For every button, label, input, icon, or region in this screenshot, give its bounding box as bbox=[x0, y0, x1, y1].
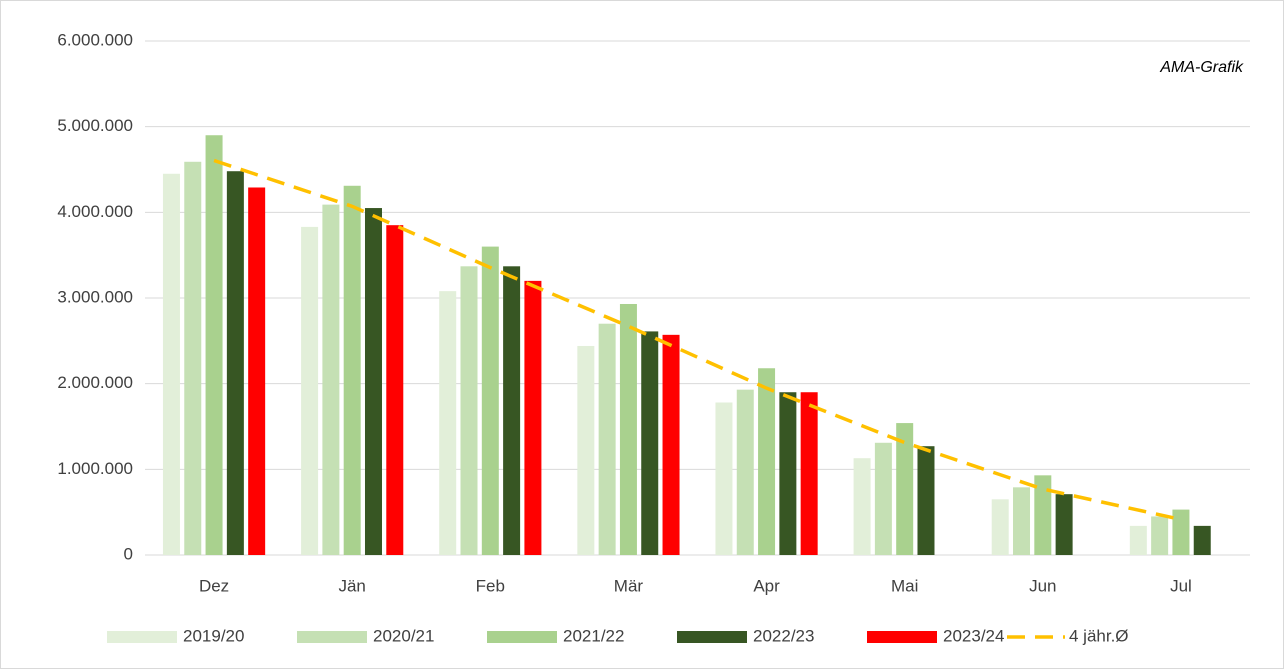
bar bbox=[386, 225, 404, 555]
bar bbox=[896, 423, 914, 555]
bar bbox=[364, 208, 382, 556]
bar bbox=[205, 135, 223, 555]
x-tick-label: Mär bbox=[614, 576, 644, 595]
bar bbox=[226, 171, 244, 556]
x-tick-label: Jul bbox=[1170, 576, 1192, 595]
bar bbox=[1055, 494, 1073, 555]
y-tick-label: 1.000.000 bbox=[57, 459, 133, 478]
y-tick-label: 4.000.000 bbox=[57, 202, 133, 221]
legend-label: 2022/23 bbox=[753, 626, 814, 645]
x-tick-label: Jun bbox=[1029, 576, 1056, 595]
bar bbox=[1129, 525, 1147, 555]
y-tick-label: 3.000.000 bbox=[57, 287, 133, 306]
x-tick-label: Apr bbox=[753, 576, 780, 595]
bar bbox=[736, 389, 754, 555]
bar bbox=[598, 323, 616, 555]
x-tick-label: Dez bbox=[199, 576, 229, 595]
bar bbox=[1013, 487, 1031, 555]
annotation: AMA-Grafik bbox=[1159, 59, 1244, 76]
average-line bbox=[213, 158, 1182, 522]
bar bbox=[758, 368, 776, 555]
bar bbox=[322, 204, 340, 555]
bar bbox=[917, 446, 935, 555]
bar bbox=[715, 402, 733, 555]
bar bbox=[577, 345, 595, 555]
legend-label: 4 jähr.Ø bbox=[1069, 626, 1129, 645]
bar bbox=[343, 185, 361, 555]
legend-swatch bbox=[867, 631, 937, 643]
legend-swatch bbox=[297, 631, 367, 643]
bar bbox=[662, 334, 680, 555]
x-tick-label: Jän bbox=[338, 576, 365, 595]
y-tick-label: 5.000.000 bbox=[57, 116, 133, 135]
bar bbox=[991, 499, 1009, 555]
bar bbox=[481, 246, 499, 555]
bar bbox=[619, 303, 637, 555]
bar bbox=[641, 331, 659, 555]
legend-label: 2021/22 bbox=[563, 626, 624, 645]
legend-label: 2023/24 bbox=[943, 626, 1004, 645]
bar bbox=[301, 226, 319, 555]
bar bbox=[184, 161, 202, 556]
bar bbox=[874, 442, 892, 555]
bar bbox=[1193, 525, 1211, 555]
bar bbox=[162, 173, 180, 556]
bar bbox=[248, 187, 266, 556]
bar bbox=[460, 266, 478, 555]
bar bbox=[853, 458, 871, 555]
legend-label: 2020/21 bbox=[373, 626, 434, 645]
bar bbox=[439, 291, 457, 555]
bar bbox=[1151, 516, 1169, 555]
y-tick-label: 0 bbox=[124, 544, 133, 563]
bar bbox=[800, 392, 818, 555]
y-tick-label: 2.000.000 bbox=[57, 373, 133, 392]
legend-label: 2019/20 bbox=[183, 626, 244, 645]
legend-swatch bbox=[487, 631, 557, 643]
x-tick-label: Mai bbox=[891, 576, 918, 595]
legend-swatch bbox=[107, 631, 177, 643]
bar bbox=[503, 266, 521, 555]
x-tick-label: Feb bbox=[476, 576, 505, 595]
bar bbox=[1034, 475, 1052, 555]
y-tick-label: 6.000.000 bbox=[57, 30, 133, 49]
bar bbox=[1172, 509, 1190, 555]
bar bbox=[779, 392, 797, 555]
legend-swatch bbox=[677, 631, 747, 643]
bar bbox=[524, 280, 542, 555]
